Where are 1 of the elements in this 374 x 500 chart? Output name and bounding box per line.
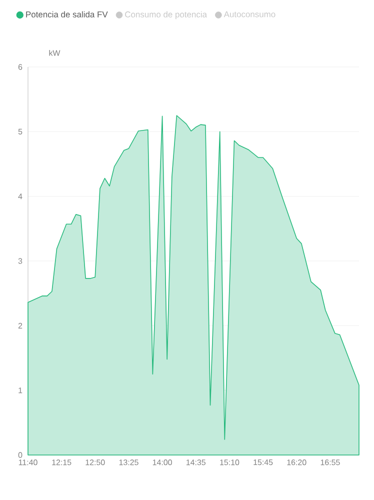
legend-label: Potencia de salida FV xyxy=(26,11,108,18)
